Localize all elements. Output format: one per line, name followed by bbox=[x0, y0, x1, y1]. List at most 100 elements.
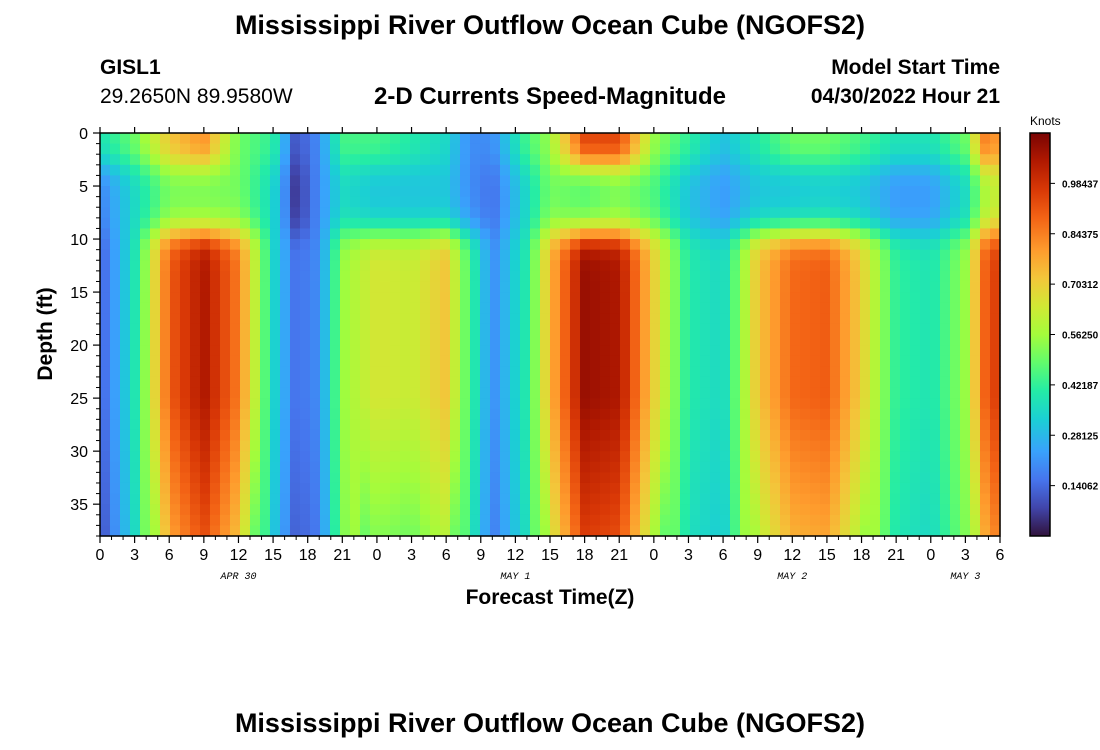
heatmap-cell bbox=[370, 323, 381, 336]
heatmap-cell bbox=[880, 217, 891, 230]
heatmap-cell bbox=[700, 143, 711, 155]
heatmap-cell bbox=[140, 334, 151, 346]
heatmap-cell bbox=[480, 482, 491, 495]
heatmap-cell bbox=[800, 451, 811, 463]
heatmap-cell bbox=[810, 323, 821, 336]
heatmap-cell bbox=[640, 355, 651, 367]
heatmap-cell bbox=[430, 249, 441, 261]
heatmap-cell bbox=[190, 461, 201, 473]
heatmap-cell bbox=[800, 164, 811, 177]
heatmap-cell bbox=[120, 260, 131, 272]
heatmap-cell bbox=[580, 239, 591, 251]
heatmap-cell bbox=[210, 472, 221, 484]
heatmap-cell bbox=[200, 270, 211, 283]
heatmap-cell bbox=[100, 228, 111, 240]
heatmap-cell bbox=[270, 334, 281, 346]
heatmap-cell bbox=[500, 334, 511, 346]
heatmap-cell bbox=[990, 493, 1001, 505]
heatmap-cell bbox=[850, 239, 861, 251]
heatmap-cell bbox=[170, 186, 181, 198]
heatmap-cell bbox=[820, 260, 831, 272]
heatmap-cell bbox=[510, 270, 521, 283]
heatmap-cell bbox=[270, 376, 281, 389]
heatmap-cell bbox=[460, 376, 471, 389]
heatmap-cell bbox=[290, 154, 301, 166]
heatmap-cell bbox=[740, 207, 751, 219]
heatmap-cell bbox=[820, 451, 831, 463]
heatmap-cell bbox=[380, 451, 391, 463]
heatmap-cell bbox=[860, 525, 871, 537]
heatmap-cell bbox=[180, 376, 191, 389]
heatmap-cell bbox=[890, 164, 901, 177]
heatmap-cell bbox=[620, 472, 631, 484]
heatmap-cell bbox=[390, 281, 401, 293]
heatmap-cell bbox=[390, 408, 401, 420]
heatmap-cell bbox=[140, 154, 151, 166]
heatmap-cell bbox=[820, 355, 831, 367]
heatmap-cell bbox=[590, 249, 601, 261]
heatmap-cell bbox=[200, 196, 211, 208]
heatmap-cell bbox=[640, 334, 651, 346]
heatmap-cell bbox=[160, 419, 171, 431]
heatmap-cell bbox=[160, 281, 171, 293]
heatmap-cell bbox=[830, 472, 841, 484]
heatmap-cell bbox=[860, 313, 871, 325]
heatmap-cell bbox=[940, 175, 951, 187]
heatmap-cell bbox=[820, 292, 831, 304]
heatmap-cell bbox=[520, 164, 531, 177]
heatmap-cell bbox=[250, 154, 261, 166]
heatmap-cell bbox=[300, 302, 311, 314]
heatmap-cell bbox=[700, 334, 711, 346]
heatmap-cell bbox=[460, 429, 471, 442]
heatmap-cell bbox=[220, 133, 231, 145]
heatmap-cell bbox=[650, 461, 661, 473]
heatmap-cell bbox=[500, 440, 511, 452]
heatmap-cell bbox=[970, 292, 981, 304]
heatmap-cell bbox=[840, 133, 851, 145]
heatmap-cell bbox=[540, 154, 551, 166]
heatmap-cell bbox=[940, 514, 951, 526]
heatmap-cell bbox=[480, 196, 491, 208]
heatmap-cell bbox=[580, 525, 591, 537]
heatmap-cell bbox=[850, 461, 861, 473]
heatmap-cell bbox=[570, 451, 581, 463]
heatmap-cell bbox=[350, 217, 361, 230]
heatmap-cell bbox=[790, 143, 801, 155]
heatmap-cell bbox=[530, 345, 541, 357]
heatmap-cell bbox=[490, 387, 501, 399]
heatmap-cell bbox=[580, 461, 591, 473]
heatmap-cell bbox=[890, 525, 901, 537]
heatmap-cell bbox=[530, 323, 541, 336]
heatmap-cell bbox=[350, 429, 361, 442]
heatmap-cell bbox=[460, 207, 471, 219]
heatmap-cell bbox=[370, 440, 381, 452]
heatmap-cell bbox=[670, 461, 681, 473]
heatmap-cell bbox=[270, 398, 281, 410]
heatmap-cell bbox=[440, 355, 451, 367]
y-tick-label: 10 bbox=[70, 232, 88, 249]
heatmap-cell bbox=[400, 175, 411, 187]
heatmap-cell bbox=[240, 440, 251, 452]
heatmap-cell bbox=[420, 345, 431, 357]
heatmap-cell bbox=[810, 217, 821, 230]
heatmap-cell bbox=[380, 196, 391, 208]
heatmap-cell bbox=[340, 143, 351, 155]
heatmap-cell bbox=[620, 260, 631, 272]
heatmap-cell bbox=[630, 281, 641, 293]
heatmap-cell bbox=[780, 217, 791, 230]
heatmap-cell bbox=[790, 440, 801, 452]
heatmap-cell bbox=[570, 302, 581, 314]
heatmap-cell bbox=[940, 217, 951, 230]
heatmap-cell bbox=[720, 440, 731, 452]
heatmap-cell bbox=[690, 270, 701, 283]
heatmap-cell bbox=[480, 323, 491, 336]
heatmap-cell bbox=[150, 493, 161, 505]
heatmap-cell bbox=[570, 196, 581, 208]
heatmap-cell bbox=[630, 334, 641, 346]
heatmap-cell bbox=[860, 186, 871, 198]
heatmap-cell bbox=[710, 366, 721, 378]
heatmap-cell bbox=[930, 249, 941, 261]
heatmap-cell bbox=[170, 398, 181, 410]
heatmap-cell bbox=[600, 366, 611, 378]
heatmap-cell bbox=[310, 281, 321, 293]
